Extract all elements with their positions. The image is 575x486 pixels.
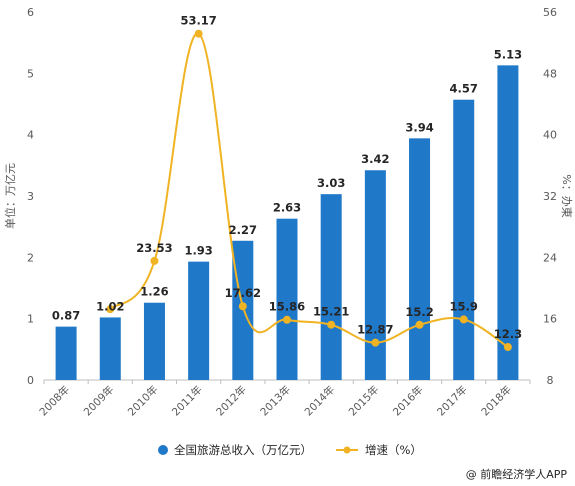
x-tick-label: 2012年	[213, 383, 249, 419]
y-axis-right-label: %：办東	[560, 174, 573, 217]
x-tick-label: 2015年	[346, 383, 382, 419]
bar	[409, 138, 431, 380]
data-labels: 0.87 1.02 1.26 1.93 2.27 2.63 3.03 3.42 3.94 4.57…	[52, 14, 522, 341]
y-right-tick-label: 32	[543, 190, 557, 203]
x-tick-label: 2010年	[125, 383, 161, 419]
legend: 全国旅游总收入（万亿元） 增速（%）	[158, 443, 422, 457]
y-axis-left-label: 单位：万亿元	[3, 163, 17, 229]
line-value-label: 15.86	[269, 300, 305, 314]
y-left-tick-label: 1	[27, 313, 34, 326]
line-value-label: 15.9	[450, 299, 478, 313]
x-tick-label: 2014年	[302, 383, 338, 419]
y-left-tick-label: 4	[27, 129, 34, 142]
y-right-tick-label: 24	[543, 251, 557, 264]
bar	[320, 194, 342, 380]
y-left-tick-label: 6	[27, 6, 34, 19]
x-tick-label: 2016年	[390, 383, 426, 419]
source-text: @ 前瞻经济学人APP	[466, 467, 568, 481]
bar	[364, 170, 386, 380]
bar	[55, 326, 77, 380]
x-tick-label: 2017年	[434, 383, 470, 419]
line-value-label: 15.21	[313, 305, 349, 319]
bar	[188, 261, 210, 380]
line-series	[106, 29, 512, 352]
line-value-label: 23.53	[136, 241, 172, 255]
bar-value-label: 5.13	[494, 47, 522, 61]
growth-point	[238, 302, 247, 311]
y-right-tick-label: 16	[543, 313, 557, 326]
y-right-tick-label: 56	[543, 6, 557, 19]
x-tick-label: 2011年	[169, 383, 205, 419]
growth-point	[150, 256, 159, 265]
bar	[143, 302, 165, 380]
growth-point	[327, 320, 336, 329]
growth-point	[503, 343, 512, 352]
bar-value-label: 3.03	[317, 176, 345, 190]
bar-value-label: 1.93	[184, 244, 212, 258]
growth-point	[371, 338, 380, 347]
x-tick-label: 2009年	[81, 383, 117, 419]
bar-value-label: 2.63	[273, 201, 301, 215]
bar-value-label: 3.42	[361, 152, 389, 166]
y-right-tick-label: 40	[543, 129, 557, 142]
bar	[276, 218, 298, 380]
bar	[99, 317, 121, 380]
growth-point	[283, 315, 291, 324]
line-value-label: 12.3	[494, 327, 522, 341]
line-value-label: 17.62	[225, 286, 261, 300]
growth-point	[194, 29, 203, 38]
y-left-tick-label: 5	[27, 67, 34, 80]
y-right-tick-label: 8	[547, 374, 554, 387]
growth-point	[459, 315, 468, 324]
y-left-tick-label: 3	[27, 190, 34, 203]
x-tick-label: 2018年	[479, 383, 515, 419]
bar	[453, 99, 475, 380]
legend-line-label: 增速（%）	[365, 443, 422, 457]
y-left-tick-label: 2	[27, 251, 34, 264]
bar-series	[55, 65, 519, 381]
bar-value-label: 0.87	[52, 309, 80, 323]
line-value-label: 12.87	[357, 323, 393, 337]
legend-bar-marker	[158, 445, 168, 455]
bar-value-label: 2.27	[229, 223, 257, 237]
x-tick-label: 2008年	[37, 383, 73, 419]
bar-value-label: 4.57	[450, 82, 478, 96]
y-left-tick-label: 0	[27, 374, 34, 387]
bar-value-label: 3.94	[405, 120, 433, 134]
bar	[232, 240, 254, 380]
legend-line-dot	[343, 446, 351, 454]
bar-value-label: 1.26	[140, 285, 168, 299]
legend-bar-label: 全国旅游总收入（万亿元）	[174, 443, 312, 457]
bar	[497, 65, 519, 381]
growth-point	[415, 320, 424, 329]
x-tick-label: 2013年	[258, 383, 294, 419]
line-value-label: 53.17	[180, 14, 216, 28]
bar-value-label: 1.02	[96, 299, 124, 313]
y-right-tick-label: 48	[543, 67, 557, 80]
line-value-label: 15.2	[405, 305, 433, 319]
growth-point	[106, 305, 115, 314]
growth-line	[109, 32, 509, 348]
